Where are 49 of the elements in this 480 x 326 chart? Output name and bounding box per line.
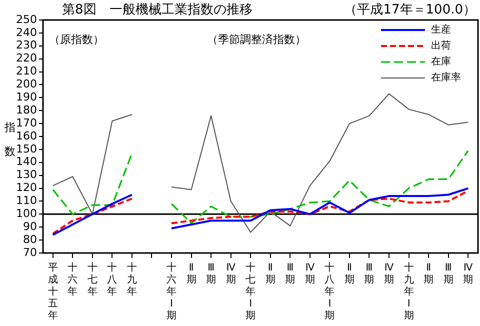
x-tick-label: Ⅲ期 <box>285 262 296 286</box>
y-tick-label: 140 <box>16 155 37 168</box>
legend-label: 在庫率 <box>431 72 461 84</box>
y-tick-label: 120 <box>16 181 37 194</box>
chart-subtitle: （平成17年＝100.0） <box>344 2 476 18</box>
x-tick-label: 平成十五年 <box>48 262 58 322</box>
y-tick-label: 230 <box>16 38 37 52</box>
x-tick-label: Ⅱ期 <box>186 262 196 286</box>
legend-label: 出荷 <box>431 40 451 52</box>
y-axis-title: 指数 <box>4 120 16 158</box>
x-tick-label: 十八年 <box>107 262 118 298</box>
y-tick-label: 220 <box>16 52 37 65</box>
legend-label: 在庫 <box>431 56 451 68</box>
x-tick-label: 十六年 <box>68 262 78 298</box>
y-tick-label: 240 <box>16 26 37 39</box>
annotation: （季節調整済指数） <box>207 32 306 46</box>
x-tick-label: Ⅳ期 <box>304 262 316 286</box>
x-tick-label: 十七年 <box>87 262 98 298</box>
y-tick-label: 130 <box>16 168 37 182</box>
y-tick-label: 200 <box>16 78 37 91</box>
x-tick-label: 十六年Ⅰ期 <box>166 262 177 322</box>
y-tick-label: 100 <box>16 207 37 220</box>
x-tick-label: Ⅳ期 <box>384 262 394 286</box>
y-tick-label: 110 <box>16 194 37 208</box>
x-tick-label: Ⅲ期 <box>364 262 374 286</box>
annotation: （原指数） <box>48 32 104 46</box>
y-tick-label: 160 <box>16 129 37 142</box>
x-tick-label: 十九年 <box>126 262 137 298</box>
y-tick-label: 90 <box>22 220 37 233</box>
y-tick-label: 150 <box>16 142 37 156</box>
x-tick-label: Ⅲ期 <box>206 262 216 286</box>
x-tick-label: Ⅳ期 <box>463 262 474 286</box>
x-tick-label: Ⅱ期 <box>265 262 276 286</box>
y-tick-label: 170 <box>16 116 37 130</box>
y-tick-label: 80 <box>22 232 37 246</box>
y-tick-label: 210 <box>16 64 37 78</box>
legend-label: 生産 <box>431 24 451 36</box>
y-tick-label: 70 <box>22 246 37 259</box>
x-tick-label: 十七年Ⅰ期 <box>246 262 256 322</box>
x-tick-label: Ⅳ期 <box>226 262 236 286</box>
x-tick-label: 十九年Ⅰ期 <box>404 262 414 322</box>
x-tick-label: Ⅲ期 <box>443 262 454 286</box>
y-tick-label: 190 <box>16 90 37 104</box>
chart-title: 第8図 一般機械工業指数の推移 <box>62 2 252 18</box>
y-tick-label: 180 <box>16 103 37 116</box>
x-tick-label: Ⅱ期 <box>424 262 434 286</box>
x-tick-label: Ⅱ期 <box>344 262 354 286</box>
x-tick-label: 十八年Ⅰ期 <box>324 262 335 322</box>
y-tick-label: 250 <box>16 12 37 26</box>
